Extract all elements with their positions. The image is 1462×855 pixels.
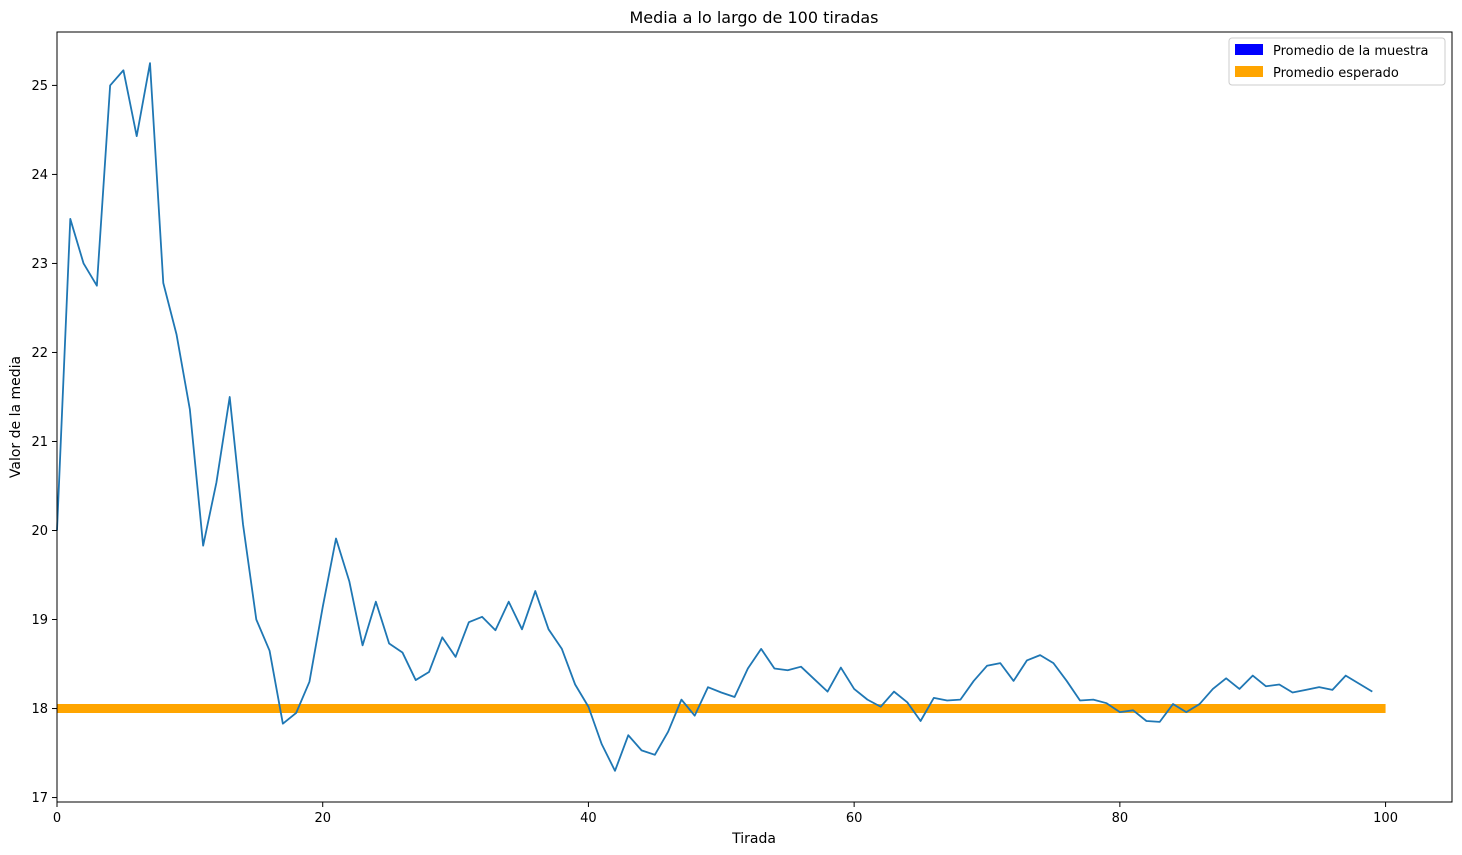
y-tick-label: 23 xyxy=(31,257,48,272)
x-tick-label: 80 xyxy=(1112,811,1129,826)
chart-title: Media a lo largo de 100 tiradas xyxy=(629,8,878,27)
y-tick-label: 25 xyxy=(31,79,48,94)
y-tick-label: 17 xyxy=(31,791,48,806)
y-axis-label: Valor de la media xyxy=(8,356,24,478)
legend-swatch-expected-mean xyxy=(1235,66,1263,77)
plot-frame xyxy=(56,31,1453,803)
x-tick-label: 100 xyxy=(1373,811,1398,826)
y-tick-label: 21 xyxy=(31,435,48,450)
plot-area xyxy=(56,62,1386,772)
y-tick-label: 18 xyxy=(31,702,48,717)
x-tick-label: 20 xyxy=(314,811,331,826)
legend-label-expected-mean: Promedio esperado xyxy=(1273,66,1399,81)
axis-ticks: 0 20 40 60 80 100 17 18 19 20 21 22 23 24 25 xyxy=(31,79,1398,826)
y-tick-label: 20 xyxy=(31,524,48,539)
y-tick-label: 24 xyxy=(31,168,48,183)
x-axis-label: Tirada xyxy=(731,831,776,847)
x-tick-label: 0 xyxy=(53,811,61,826)
legend: Promedio de la muestra Promedio esperado xyxy=(1228,37,1446,86)
y-tick-label: 22 xyxy=(31,346,48,361)
legend-swatch-sample-mean xyxy=(1235,44,1263,55)
x-tick-label: 60 xyxy=(846,811,863,826)
sample-mean-line xyxy=(56,62,1373,772)
x-tick-label: 40 xyxy=(580,811,597,826)
y-tick-label: 19 xyxy=(31,613,48,628)
legend-label-sample-mean: Promedio de la muestra xyxy=(1273,44,1428,59)
legend-box xyxy=(1228,37,1446,86)
